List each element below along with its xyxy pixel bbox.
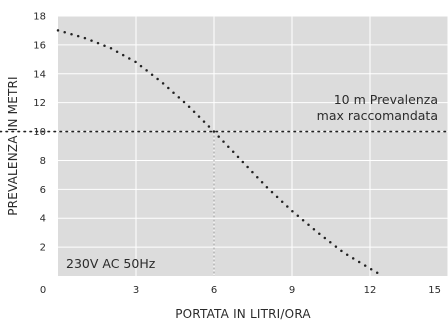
x-axis-label: PORTATA IN LITRI/ORA bbox=[175, 307, 311, 321]
curve-dot bbox=[207, 125, 211, 128]
curve-dot bbox=[161, 82, 165, 85]
curve-dot bbox=[109, 47, 113, 50]
curve-dot bbox=[318, 232, 321, 235]
curve-dot bbox=[145, 69, 148, 72]
y-tick-label: 2 bbox=[40, 243, 46, 254]
curve-dot bbox=[177, 96, 181, 99]
curve-dot bbox=[357, 260, 361, 264]
curve-dot bbox=[103, 44, 106, 47]
curve-dot bbox=[307, 223, 310, 227]
y-tick-label: 12 bbox=[33, 98, 46, 109]
y-tick-label: 16 bbox=[33, 40, 46, 51]
curve-dot bbox=[222, 140, 225, 143]
curve-dot bbox=[301, 219, 305, 222]
curve-dot bbox=[265, 186, 269, 189]
curve-dot bbox=[329, 241, 332, 244]
curve-dot bbox=[351, 257, 355, 260]
curve-dot bbox=[275, 195, 279, 199]
curve-dot bbox=[156, 77, 159, 81]
curve-dot bbox=[212, 130, 216, 133]
curve-dot bbox=[56, 29, 60, 32]
x-axis-ticks: 0 3 6 9 12 15 bbox=[40, 285, 441, 296]
curve-dot bbox=[334, 245, 338, 248]
pump-curve bbox=[56, 29, 379, 275]
reference-line-group bbox=[0, 130, 448, 276]
curve-dot bbox=[90, 39, 93, 42]
curve-dot bbox=[345, 253, 349, 257]
y-tick-label: 6 bbox=[40, 185, 46, 196]
curve-dot bbox=[134, 60, 137, 64]
curve-dot bbox=[121, 53, 125, 57]
curve-dot bbox=[312, 228, 316, 231]
x-tick-label: 6 bbox=[211, 285, 217, 296]
curve-dot bbox=[241, 160, 245, 164]
plot-area bbox=[58, 16, 448, 276]
y-tick-label: 4 bbox=[40, 214, 46, 225]
curve-dot bbox=[231, 150, 235, 154]
curve-dot bbox=[182, 100, 186, 104]
curve-dot bbox=[256, 175, 259, 179]
curve-dot bbox=[192, 110, 196, 113]
curve-dot bbox=[150, 73, 154, 76]
curve-dot bbox=[236, 155, 240, 159]
curve-dot bbox=[197, 115, 201, 118]
curve-dot bbox=[139, 64, 143, 68]
voltage-annotation: 230V AC 50Hz bbox=[66, 256, 156, 271]
curve-dot bbox=[291, 210, 294, 213]
curve-dot bbox=[286, 205, 289, 208]
curve-dot bbox=[96, 41, 100, 45]
y-axis-label: PREVALENZA IN METRI bbox=[6, 76, 20, 216]
curve-dot bbox=[363, 264, 367, 267]
curve-dot bbox=[246, 165, 249, 169]
x-tick-label: 9 bbox=[289, 285, 295, 296]
curve-dot bbox=[128, 57, 131, 60]
curve-dot bbox=[76, 34, 80, 38]
curve-dot bbox=[296, 214, 300, 218]
curve-dot bbox=[369, 267, 373, 271]
x-tick-label: 15 bbox=[428, 285, 441, 296]
curve-dot bbox=[83, 36, 87, 40]
curve-dot bbox=[227, 145, 230, 148]
curve-dot bbox=[280, 200, 284, 203]
reference-label-line1: 10 m Prevalenza bbox=[334, 92, 438, 107]
x-tick-label: 12 bbox=[364, 285, 377, 296]
y-axis-ticks: 2 4 6 8 10 12 14 16 18 bbox=[33, 12, 46, 254]
reference-label-line2: max raccomandata bbox=[317, 108, 438, 123]
y-tick-label: 18 bbox=[33, 12, 46, 23]
curve-dot bbox=[340, 249, 343, 253]
x-tick-label: 0 bbox=[40, 285, 46, 296]
y-tick-label: 14 bbox=[33, 69, 46, 80]
curve-dot bbox=[375, 271, 379, 275]
y-tick-label: 8 bbox=[40, 156, 46, 167]
curve-dot bbox=[115, 50, 119, 53]
curve-dot bbox=[202, 120, 206, 123]
curve-dot bbox=[260, 181, 264, 184]
curve-dot bbox=[63, 31, 66, 34]
curve-dot bbox=[323, 236, 327, 240]
x-tick-label: 3 bbox=[133, 285, 139, 296]
curve-dot bbox=[251, 170, 254, 174]
curve-dot bbox=[172, 91, 175, 94]
curve-dot bbox=[187, 105, 191, 108]
curve-dot bbox=[70, 32, 73, 36]
curve-dot bbox=[167, 86, 170, 90]
y-tick-label: 10 bbox=[33, 127, 46, 138]
curve-dot bbox=[270, 190, 274, 194]
curve-dot bbox=[217, 135, 220, 138]
